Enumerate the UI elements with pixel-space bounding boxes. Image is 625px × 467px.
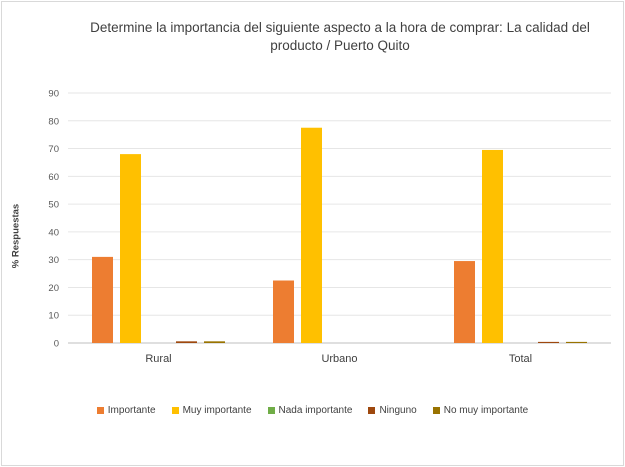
bar-total-muy-importante bbox=[482, 149, 503, 343]
legend-label: Muy importante bbox=[182, 405, 252, 416]
legend-item: No muy importante bbox=[432, 405, 529, 416]
legend-swatch bbox=[96, 407, 104, 414]
x-tick-label: Total bbox=[509, 353, 532, 365]
bar-total-no-muy-importante bbox=[566, 341, 587, 343]
bar-urbano-importante bbox=[273, 280, 294, 343]
bar-rural-importante bbox=[92, 256, 113, 343]
bar-total-importante bbox=[454, 261, 475, 343]
legend-swatch bbox=[267, 407, 275, 414]
y-tick-label: 50 bbox=[48, 200, 59, 211]
chart-legend: Importante Muy importante Nada importante N… bbox=[0, 405, 625, 416]
chart-title: Determine la importancia del siguiente a… bbox=[40, 19, 625, 55]
y-tick-label: 70 bbox=[48, 144, 59, 155]
bar-urbano-muy-importante bbox=[301, 127, 322, 343]
y-tick-label: 80 bbox=[48, 116, 59, 127]
legend-label: Nada importante bbox=[278, 405, 353, 416]
y-tick-label: 20 bbox=[48, 283, 59, 294]
bar-rural-muy-importante bbox=[120, 154, 141, 343]
bar-rural-ninguno bbox=[176, 341, 197, 343]
bar-total-ninguno bbox=[538, 341, 559, 343]
y-tick-label: 60 bbox=[48, 172, 59, 183]
legend-swatch bbox=[368, 407, 376, 414]
y-tick-label: 90 bbox=[48, 89, 59, 100]
legend-swatch bbox=[171, 407, 179, 414]
y-tick-label: 30 bbox=[48, 255, 59, 266]
legend-label: Importante bbox=[107, 405, 156, 416]
x-tick-label: Rural bbox=[145, 353, 171, 365]
chart-title-line-2: producto / Puerto Quito bbox=[270, 38, 410, 53]
legend-label: No muy importante bbox=[443, 405, 529, 416]
y-tick-label: 40 bbox=[48, 227, 59, 238]
y-tick-label: 10 bbox=[48, 311, 59, 322]
legend-item: Muy importante bbox=[171, 405, 252, 416]
bar-rural-no-muy-importante bbox=[204, 341, 225, 343]
x-tick-label: Urbano bbox=[321, 353, 357, 365]
legend-item: Importante bbox=[96, 405, 156, 416]
legend-label: Ninguno bbox=[379, 405, 417, 416]
legend-item: Nada importante bbox=[267, 405, 353, 416]
y-tick-label: 0 bbox=[54, 339, 59, 350]
chart-title-line-1: Determine la importancia del siguiente a… bbox=[90, 20, 590, 35]
legend-item: Ninguno bbox=[368, 405, 417, 416]
legend-swatch bbox=[432, 407, 440, 414]
